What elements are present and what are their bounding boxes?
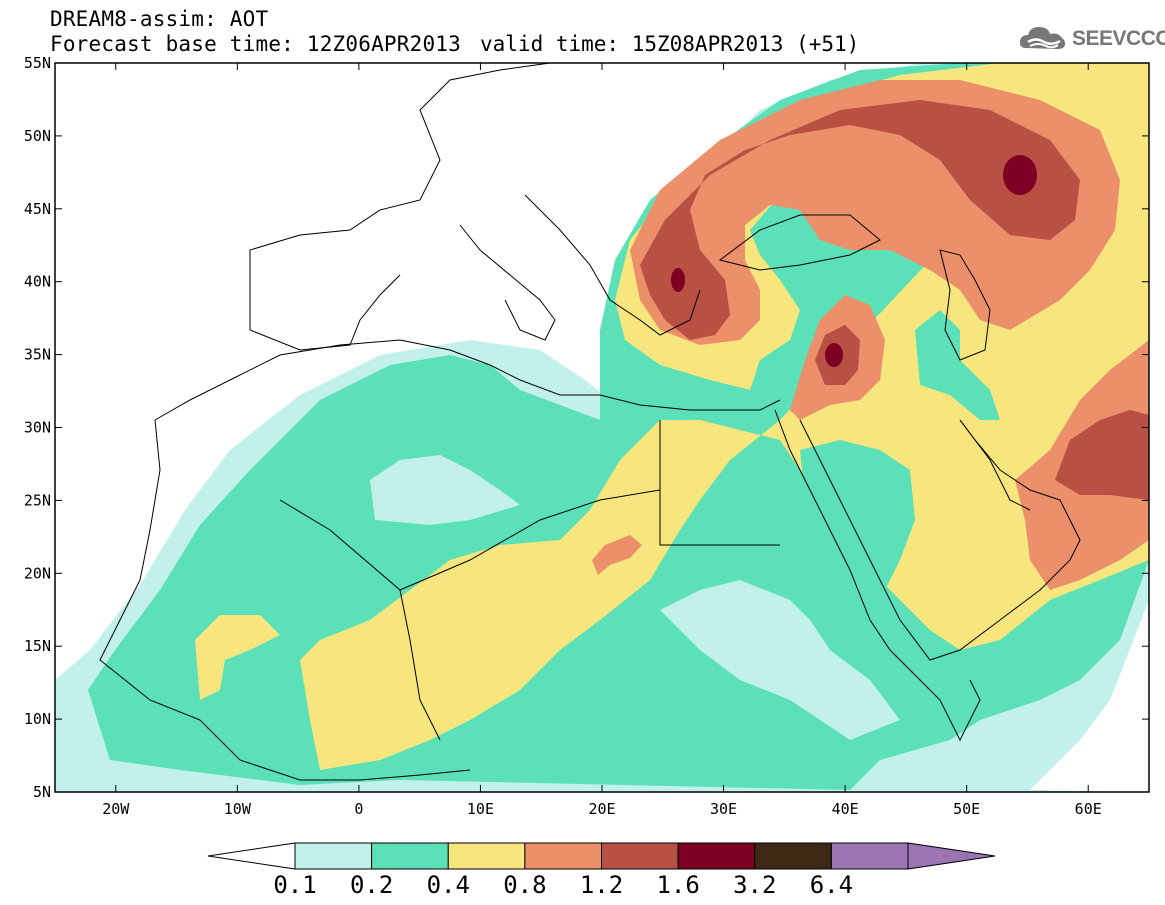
- aot-patch-0.8-sahara: [592, 535, 642, 575]
- coast-west-africa: [99, 419, 471, 781]
- coast-europe: [249, 63, 551, 330]
- longitude-axis: 20W 10W 0 10E 20E 30E 40E 50E 60E: [102, 63, 1102, 818]
- colorbar-label: 0.2: [350, 871, 393, 899]
- colorbar-overflow: [907, 842, 996, 870]
- colorbar-swatch: [830, 842, 909, 870]
- aot-band-1.2: [640, 100, 1080, 340]
- lat-tick-label: 35N: [24, 346, 51, 364]
- colorbar-label: 1.2: [580, 871, 623, 899]
- colorbar-label: 6.4: [810, 871, 853, 899]
- aot-patch-0.2-arabia: [800, 440, 915, 610]
- lon-tick-label: 50E: [953, 800, 980, 818]
- lon-tick-label: 20E: [588, 800, 615, 818]
- coast-arabia: [799, 419, 1081, 661]
- lat-tick-label: 15N: [24, 637, 51, 655]
- map-title: DREAM8-assim: AOT: [50, 7, 269, 31]
- border-sahara-2: [659, 420, 780, 546]
- lat-tick-label: 25N: [24, 491, 51, 509]
- lat-tick-label: 40N: [24, 273, 51, 291]
- border-sahara-3: [399, 589, 441, 741]
- coast-east-africa: [909, 669, 981, 742]
- lon-tick-label: 60E: [1075, 800, 1102, 818]
- colorbar-label: 0.1: [273, 871, 316, 899]
- colorbar-swatch: [524, 842, 602, 870]
- coast-balkans: [524, 194, 701, 336]
- lon-tick-label: 40E: [832, 800, 859, 818]
- lat-tick-label: 30N: [24, 419, 51, 437]
- coast-iberia: [249, 274, 401, 351]
- colorbar-swatch: [677, 842, 756, 870]
- aot-patch-0.4-west: [195, 615, 280, 700]
- colorbar-swatch: [754, 842, 832, 870]
- coastlines: [99, 63, 1081, 781]
- colorbar: 0.1 0.2 0.4 0.8 1.2 1.6 3.2 6.4: [207, 842, 996, 899]
- coast-black-sea: [718, 214, 881, 271]
- aot-patch-1.2-gulf: [1055, 410, 1149, 500]
- coast-caspian: [939, 249, 991, 361]
- coast-italy: [459, 224, 556, 341]
- valid-time: valid time: 15Z08APR2013 (+51): [480, 32, 860, 56]
- colorbar-label: 1.6: [656, 871, 699, 899]
- colorbar-swatch: [294, 842, 373, 870]
- latitude-axis: 55N 50N 45N 40N 35N 30N 25N 20N 15N 10N 5N: [24, 54, 1149, 801]
- aot-max-kazakhstan: [1003, 155, 1037, 195]
- lat-tick-label: 10N: [24, 710, 51, 728]
- aot-max-syria: [825, 343, 843, 367]
- coast-red-sea: [774, 409, 911, 671]
- cloud-icon: [1018, 22, 1068, 56]
- colorbar-label: 0.8: [503, 871, 546, 899]
- lat-tick-label: 50N: [24, 127, 51, 145]
- colorbar-swatch: [447, 842, 526, 870]
- aot-patch-0.1-west: [370, 455, 520, 525]
- colorbar-label: 0.4: [427, 871, 470, 899]
- aot-max-aegean: [671, 268, 685, 292]
- forecast-base-time: Forecast base time: 12Z06APR2013: [50, 32, 461, 56]
- colorbar-label: 3.2: [733, 871, 776, 899]
- border-sahara-1: [279, 489, 661, 591]
- coast-north-africa: [154, 339, 781, 421]
- lon-tick-label: 20W: [102, 800, 130, 818]
- lon-tick-label: 0: [354, 800, 363, 818]
- colorbar-swatch: [371, 842, 449, 870]
- seevccc-logo: SEEVCCC: [1018, 24, 1165, 54]
- lat-tick-label: 45N: [24, 200, 51, 218]
- colorbar-underflow: [207, 842, 296, 870]
- lat-tick-label: 55N: [24, 54, 51, 72]
- aot-patch-0.1-east: [660, 580, 900, 740]
- colorbar-swatch: [601, 842, 679, 870]
- aot-contours: [55, 63, 1149, 792]
- lon-tick-label: 10E: [467, 800, 494, 818]
- lon-tick-label: 30E: [710, 800, 737, 818]
- lat-tick-label: 20N: [24, 564, 51, 582]
- lon-tick-label: 10W: [224, 800, 252, 818]
- logo-text: SEEVCCC: [1072, 27, 1165, 50]
- aot-patch-0.2-caspian: [915, 310, 1000, 420]
- lat-tick-label: 5N: [33, 783, 51, 801]
- coast-persian-gulf: [959, 419, 1031, 511]
